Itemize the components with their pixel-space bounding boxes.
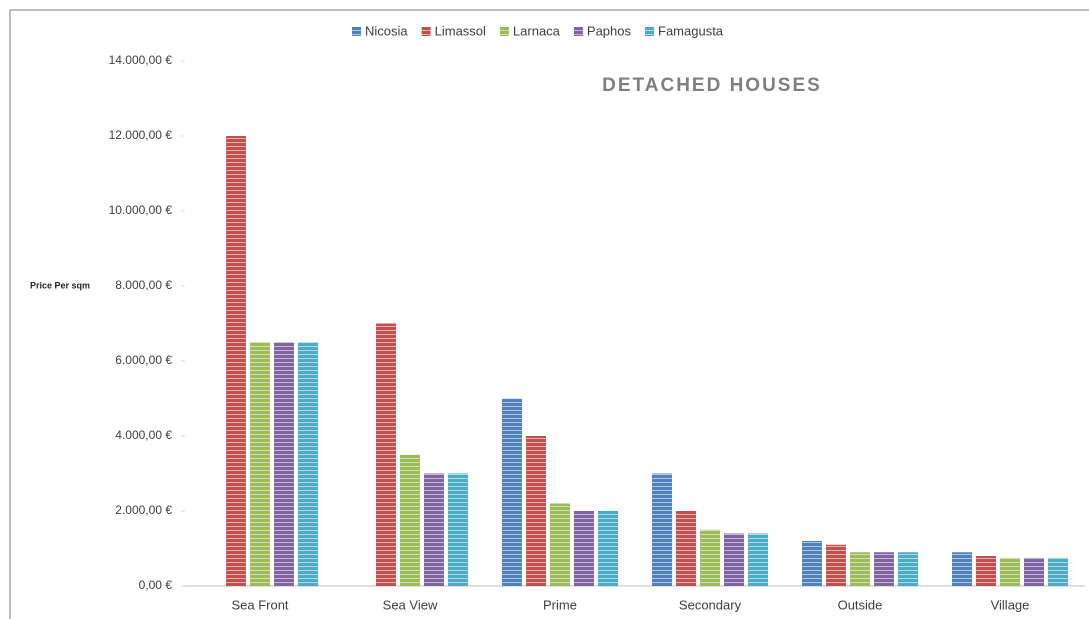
y-tick-label: 0,00 € (139, 578, 173, 592)
x-tick-label: Village (991, 597, 1030, 612)
bar (1048, 557, 1068, 586)
bar (952, 552, 972, 586)
y-tick-label: 8.000,00 € (115, 278, 172, 292)
bar (502, 398, 522, 586)
legend-swatch (499, 27, 509, 36)
legend-swatch (421, 27, 431, 36)
bar (274, 342, 294, 586)
chart-frame (9, 9, 1089, 619)
bar (226, 136, 246, 586)
chart-title: DETACHED HOUSES (602, 75, 822, 96)
bar (976, 556, 996, 586)
bar (424, 473, 444, 586)
y-tick-label: 4.000,00 € (115, 428, 172, 442)
bar (526, 436, 546, 586)
legend-label: Famagusta (658, 23, 724, 38)
legend-swatch (352, 27, 361, 36)
bar (250, 342, 270, 586)
bar (700, 529, 720, 586)
x-tick-label: Sea View (383, 597, 438, 612)
legend-label: Paphos (587, 23, 632, 38)
bar (298, 342, 318, 586)
legend-label: Larnaca (513, 23, 561, 38)
bar (826, 544, 846, 586)
bar (676, 511, 696, 586)
legend-label: Nicosia (365, 23, 408, 38)
bar (652, 473, 672, 586)
bar (874, 552, 894, 586)
bar (376, 323, 396, 586)
bar (1024, 557, 1044, 586)
legend-swatch (645, 27, 654, 36)
bar (1000, 557, 1020, 586)
legend-swatch (573, 27, 583, 36)
x-tick-label: Prime (543, 597, 577, 612)
y-tick-label: 12.000,00 € (109, 128, 173, 142)
bar (802, 541, 822, 586)
bar (748, 533, 768, 586)
bar (550, 503, 570, 586)
x-tick-label: Outside (838, 597, 883, 612)
x-tick-label: Secondary (679, 597, 742, 612)
y-axis-label: Price Per sqm (30, 280, 90, 290)
y-tick-label: 6.000,00 € (115, 353, 172, 367)
bar (724, 533, 744, 586)
y-tick-label: 10.000,00 € (109, 203, 173, 217)
bar (598, 511, 618, 586)
bar (400, 454, 420, 586)
y-tick-label: 14.000,00 € (109, 53, 173, 67)
bar (850, 552, 870, 586)
bar (898, 552, 918, 586)
legend-label: Limassol (435, 23, 486, 38)
y-tick-label: 2.000,00 € (115, 503, 172, 517)
bar (574, 511, 594, 586)
x-tick-label: Sea Front (231, 597, 288, 612)
bar (448, 473, 468, 586)
